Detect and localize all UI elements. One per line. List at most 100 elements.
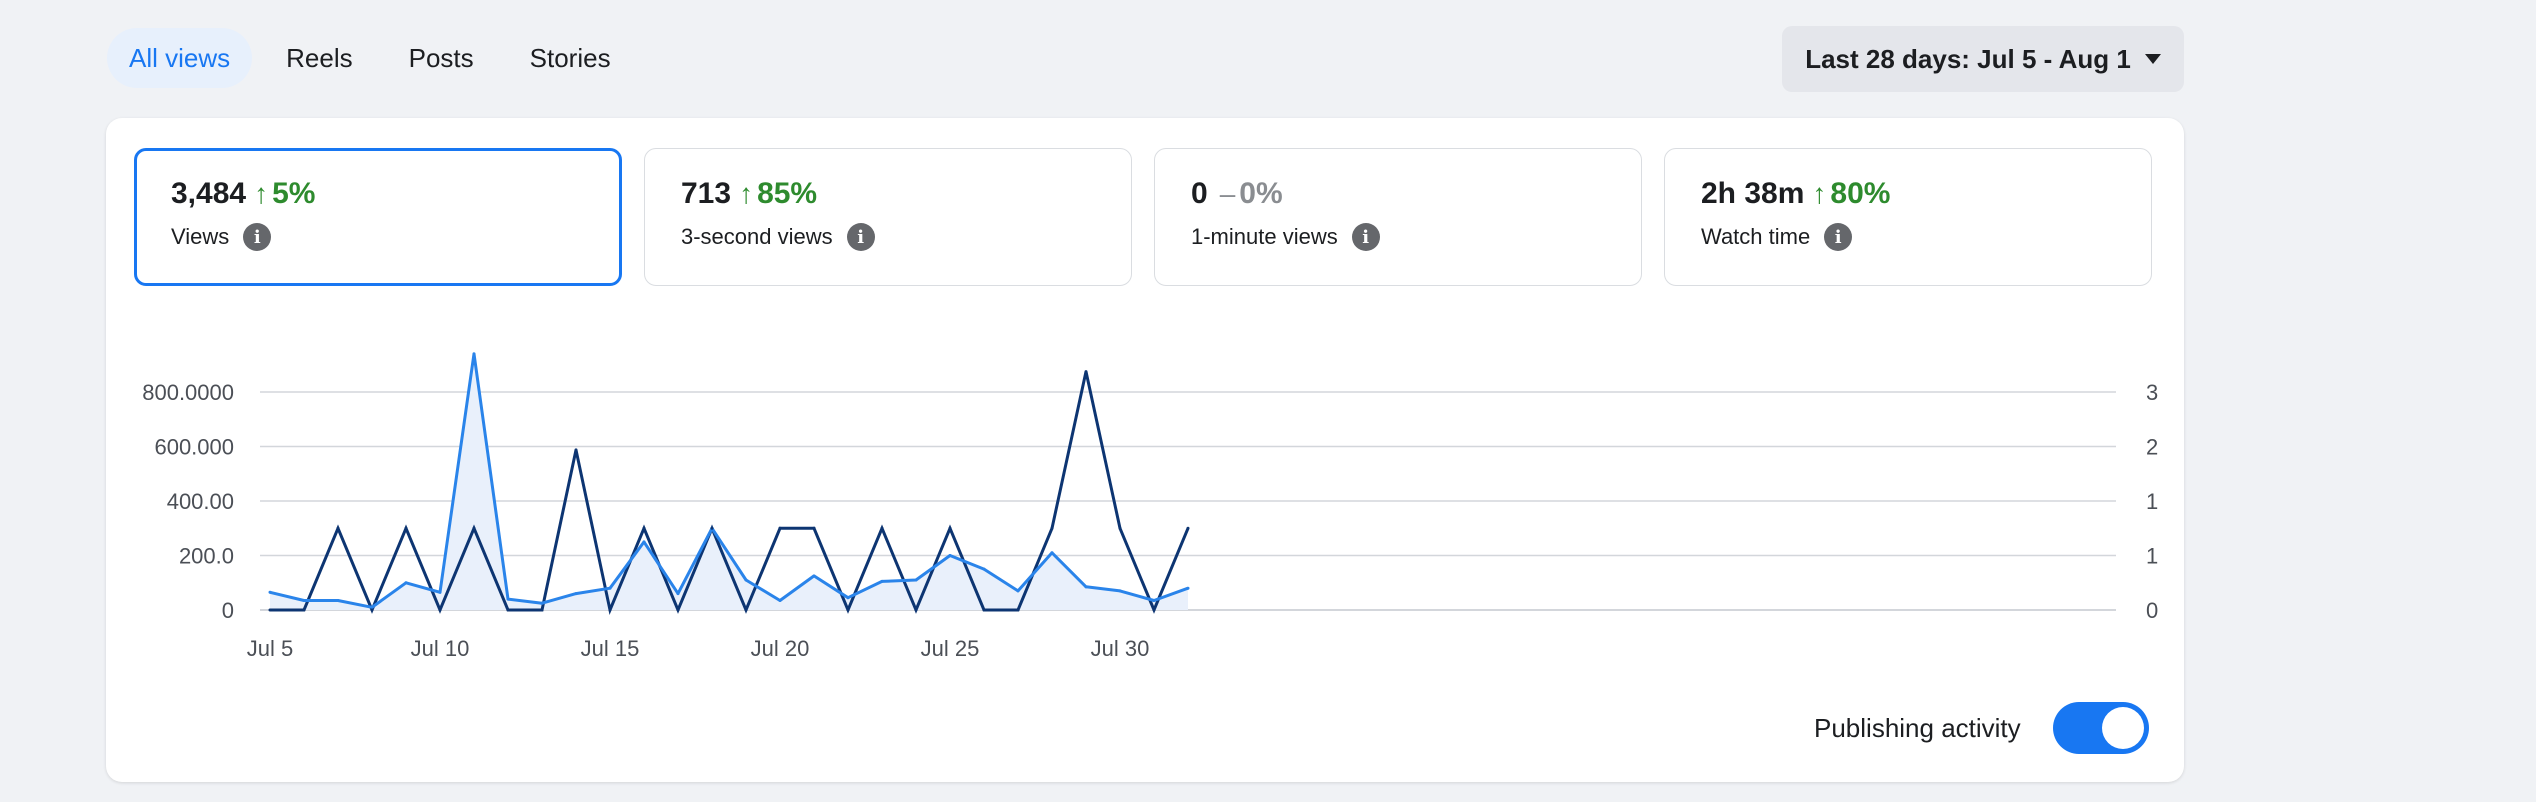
- publishing-data-point: [880, 526, 884, 530]
- chart-line-layer: [269, 352, 1190, 616]
- metric-card-3-second-views[interactable]: 713 ↑ 85% 3-second views i: [644, 148, 1132, 286]
- publishing-data-point: [1084, 370, 1088, 374]
- metric-value: 713: [681, 177, 732, 210]
- y-left-tick-label: 0: [222, 598, 234, 623]
- metric-label: 3-second views: [681, 224, 833, 249]
- publishing-data-point: [370, 608, 374, 612]
- chart-grid: [260, 391, 2116, 611]
- metric-label: Views: [171, 224, 230, 249]
- y-left-tick-label: 800.0000: [142, 380, 234, 405]
- views-data-point: [302, 598, 306, 602]
- metric-card-1-minute-views[interactable]: 0 – 0% 1-minute views i: [1154, 148, 1642, 286]
- views-data-point: [404, 581, 408, 585]
- chart-point-layer: [268, 352, 1190, 612]
- publishing-data-point: [438, 608, 442, 612]
- x-axis: Jul 5 Jul 10 Jul 15 Jul 20 Jul 25 Jul 30: [247, 636, 1150, 661]
- publishing-data-point: [744, 608, 748, 612]
- date-range-dropdown[interactable]: Last 28 days: Jul 5 - Aug 1: [1782, 26, 2184, 92]
- views-data-point: [880, 579, 884, 583]
- y-right-tick-label: 2: [2146, 435, 2158, 460]
- info-icon[interactable]: i: [243, 223, 272, 251]
- views-data-point: [472, 352, 476, 356]
- y-left-tick-label: 600.000: [154, 435, 234, 460]
- views-data-point: [1050, 551, 1054, 555]
- y-right-tick-label: 1: [2146, 489, 2158, 514]
- no-change-dash: –: [1219, 178, 1236, 209]
- x-tick-label: Jul 5: [247, 636, 293, 661]
- views-data-point: [744, 578, 748, 582]
- y-right-tick-label: 1: [2146, 544, 2158, 569]
- metric-card-views[interactable]: 3,484 ↑ 5% Views i: [134, 148, 622, 286]
- publishing-data-point: [608, 608, 612, 612]
- y-right-tick-label: 0: [2146, 598, 2158, 623]
- publishing-data-point: [778, 526, 782, 530]
- info-icon[interactable]: i: [1824, 223, 1853, 251]
- views-data-point: [914, 578, 918, 582]
- publishing-data-point: [1118, 526, 1122, 530]
- views-data-point: [1084, 585, 1088, 589]
- metric-value: 0: [1191, 177, 1208, 210]
- caret-down-icon: [2144, 54, 2161, 64]
- metric-change: 85%: [757, 177, 818, 210]
- metric-card-watch-time[interactable]: 2h 38m ↑ 80% Watch time i: [1664, 148, 2152, 286]
- views-data-point: [812, 574, 816, 578]
- date-range-label: Last 28 days: Jul 5 - Aug 1: [1805, 43, 2131, 74]
- views-data-point: [268, 590, 272, 594]
- metric-label: Watch time: [1701, 224, 1811, 249]
- views-data-point: [574, 592, 578, 596]
- content-type-tabs: All views Reels Posts Stories: [107, 28, 645, 88]
- publishing-data-point: [268, 608, 272, 612]
- views-data-point: [982, 567, 986, 571]
- arrow-up-icon: ↑: [254, 178, 269, 209]
- x-tick-label: Jul 20: [751, 636, 810, 661]
- toggle-knob: [2101, 707, 2144, 749]
- metric-change: 80%: [1830, 177, 1891, 210]
- views-data-point: [438, 590, 442, 594]
- views-data-point: [1186, 586, 1190, 590]
- arrow-up-icon: ↑: [1812, 178, 1827, 209]
- publishing-activity-toggle[interactable]: [2052, 702, 2149, 754]
- publishing-data-point: [1186, 526, 1190, 530]
- views-data-point: [1016, 589, 1020, 593]
- views-data-point: [1118, 589, 1122, 593]
- x-tick-label: Jul 10: [411, 636, 470, 661]
- y-axis-left: 0 200.0 400.00 600.000 800.0000: [142, 380, 234, 623]
- x-tick-label: Jul 25: [921, 636, 980, 661]
- info-icon[interactable]: i: [846, 223, 875, 251]
- views-data-point: [778, 598, 782, 602]
- info-icon[interactable]: i: [1351, 223, 1380, 251]
- publishing-data-point: [404, 526, 408, 530]
- metric-change: 5%: [272, 177, 316, 210]
- publishing-data-point: [1050, 526, 1054, 530]
- publishing-data-point: [812, 526, 816, 530]
- tab-reels[interactable]: Reels: [286, 42, 353, 73]
- views-data-point: [642, 540, 646, 544]
- y-right-tick-label: 3: [2146, 380, 2158, 405]
- metric-value: 3,484: [171, 177, 247, 210]
- views-data-point: [608, 586, 612, 590]
- publishing-data-point: [302, 608, 306, 612]
- views-card: 3,484 ↑ 5% Views i 713 ↑ 85% 3-second vi…: [106, 118, 2184, 782]
- y-left-tick-label: 400.00: [167, 489, 234, 514]
- publishing-activity-control: Publishing activity: [1814, 702, 2149, 754]
- views-data-point: [336, 598, 340, 602]
- views-data-point: [846, 596, 850, 600]
- publishing-series-line: [270, 371, 1190, 616]
- publishing-data-point: [914, 608, 918, 612]
- views-series-line: [269, 352, 1189, 609]
- x-tick-label: Jul 15: [581, 636, 640, 661]
- tab-posts[interactable]: Posts: [408, 42, 474, 73]
- publishing-data-point: [846, 608, 850, 612]
- views-data-point: [506, 597, 510, 601]
- publishing-data-point: [982, 608, 986, 612]
- publishing-data-point: [506, 608, 510, 612]
- tab-stories[interactable]: Stories: [529, 42, 611, 73]
- views-data-point: [1152, 598, 1156, 602]
- publishing-data-point: [472, 526, 476, 530]
- views-data-point: [540, 601, 544, 605]
- views-data-point: [370, 605, 374, 609]
- metric-label: 1-minute views: [1191, 224, 1338, 249]
- tab-all-views[interactable]: All views: [107, 28, 253, 88]
- publishing-data-point: [540, 608, 544, 612]
